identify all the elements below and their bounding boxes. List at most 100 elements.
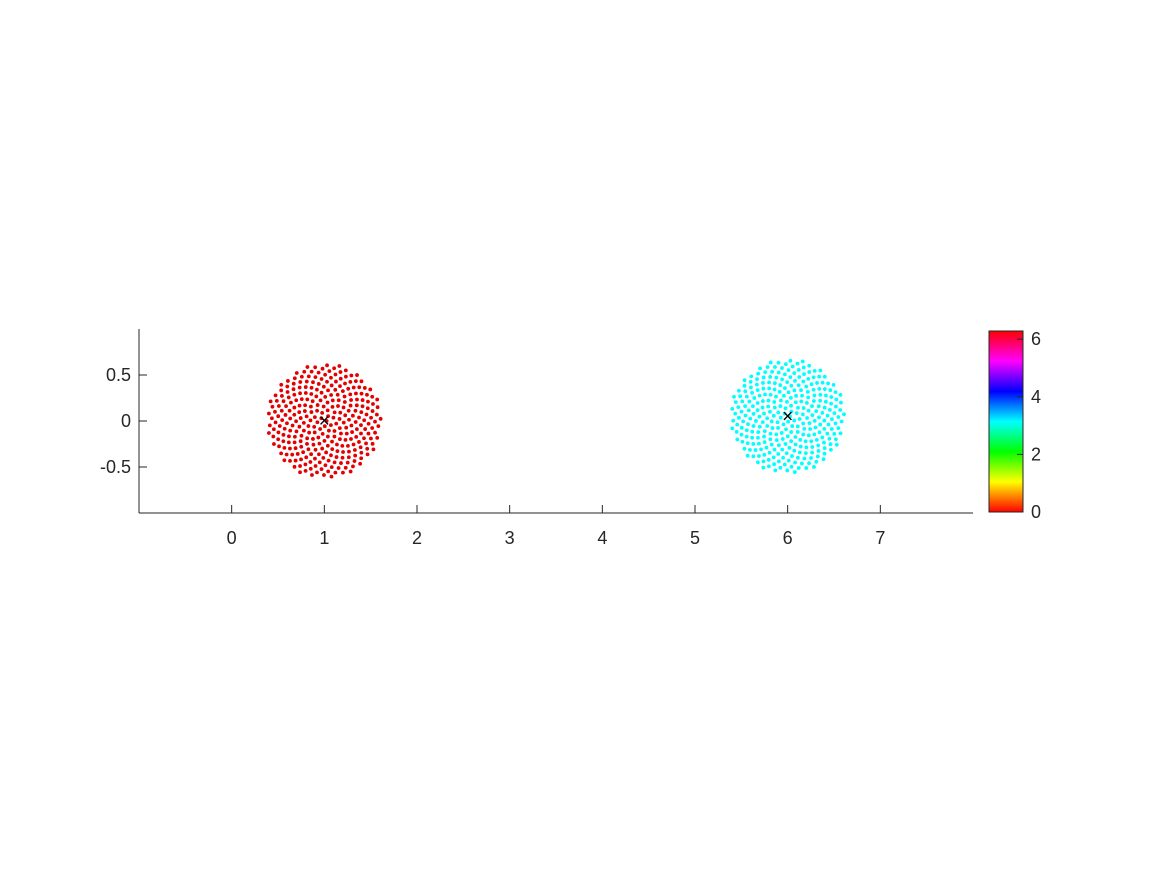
data-point <box>294 371 299 375</box>
data-point <box>291 387 296 392</box>
data-point <box>772 387 777 392</box>
data-point <box>371 402 375 406</box>
data-point <box>820 435 825 440</box>
data-point <box>334 379 338 384</box>
data-point <box>292 405 297 410</box>
data-point <box>292 376 297 381</box>
data-point <box>772 400 777 404</box>
data-point <box>757 441 761 446</box>
data-point <box>359 450 364 455</box>
data-point <box>776 370 781 375</box>
data-point <box>770 426 775 430</box>
data-point <box>730 406 735 411</box>
data-point <box>748 416 753 421</box>
data-point <box>834 404 838 409</box>
data-point <box>365 446 370 451</box>
data-point <box>812 393 817 398</box>
data-point <box>326 428 331 433</box>
data-point <box>329 474 334 479</box>
data-point <box>315 403 320 407</box>
data-point <box>318 427 323 431</box>
data-point <box>325 434 330 439</box>
data-point <box>731 418 736 423</box>
data-point <box>329 465 334 470</box>
data-point <box>767 380 771 385</box>
data-point <box>746 422 750 427</box>
data-point <box>774 375 779 380</box>
data-point <box>277 444 281 449</box>
data-point <box>323 395 328 399</box>
data-point <box>767 386 772 391</box>
data-point <box>822 387 827 391</box>
data-point <box>354 403 359 408</box>
data-point <box>838 392 843 397</box>
data-point <box>284 404 288 409</box>
data-point <box>332 366 337 371</box>
data-point <box>371 447 376 452</box>
data-point <box>337 417 342 421</box>
data-point <box>298 439 303 444</box>
data-point <box>374 412 379 417</box>
data-point <box>339 431 343 436</box>
data-point <box>303 468 308 473</box>
data-point <box>765 416 770 421</box>
data-point <box>766 457 771 462</box>
data-point <box>803 451 808 456</box>
data-point <box>352 459 357 463</box>
data-point <box>316 435 321 440</box>
data-point <box>825 431 830 436</box>
data-point <box>319 377 324 381</box>
data-point <box>329 453 333 458</box>
data-point <box>733 400 738 405</box>
data-point <box>797 417 802 421</box>
data-point <box>797 450 802 455</box>
data-point <box>357 385 362 390</box>
data-point <box>786 419 791 424</box>
data-point <box>776 410 781 415</box>
data-point <box>784 451 789 456</box>
data-point <box>829 427 834 431</box>
data-point <box>820 380 825 385</box>
data-point <box>340 389 345 394</box>
data-point <box>299 397 304 402</box>
data-point <box>312 415 317 420</box>
data-point <box>810 404 814 409</box>
data-point <box>359 423 363 428</box>
data-point <box>817 374 822 379</box>
data-point <box>826 422 831 427</box>
data-point <box>338 384 342 388</box>
data-point <box>301 450 306 455</box>
data-point <box>359 379 364 384</box>
data-point <box>313 365 318 370</box>
data-point <box>801 421 806 426</box>
data-point <box>277 424 282 428</box>
data-point <box>833 421 838 426</box>
data-point <box>802 427 807 431</box>
data-point <box>817 430 822 435</box>
data-point <box>834 442 839 447</box>
data-point <box>299 374 304 379</box>
data-point <box>316 382 321 386</box>
data-point <box>338 410 343 415</box>
data-point <box>768 375 773 379</box>
data-point <box>359 456 364 461</box>
data-point <box>771 455 776 460</box>
data-point <box>316 370 321 375</box>
data-point <box>805 416 809 420</box>
data-point <box>342 400 347 404</box>
data-point <box>313 447 318 452</box>
data-point <box>770 369 775 374</box>
data-point <box>318 398 323 403</box>
data-point <box>807 461 811 466</box>
data-point <box>276 430 281 435</box>
data-point <box>776 443 781 448</box>
data-point <box>827 436 832 441</box>
data-point <box>779 398 783 403</box>
data-point <box>736 405 741 410</box>
data-point <box>281 432 286 437</box>
data-point <box>332 460 337 465</box>
data-point <box>348 469 353 474</box>
data-point <box>762 434 766 439</box>
data-point <box>834 397 839 402</box>
data-point <box>833 390 838 395</box>
